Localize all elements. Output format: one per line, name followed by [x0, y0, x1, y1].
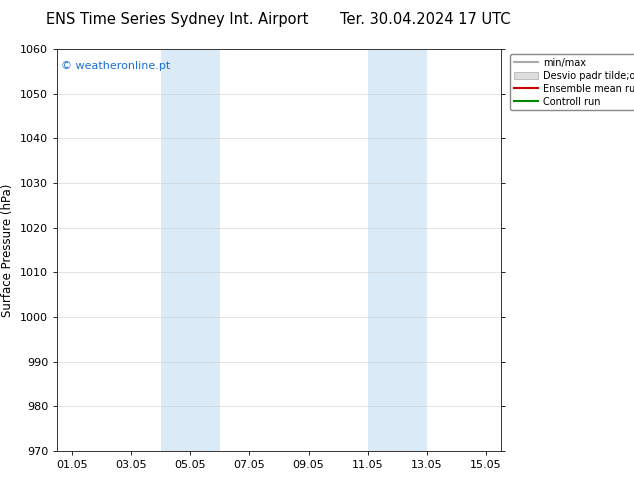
Text: Ter. 30.04.2024 17 UTC: Ter. 30.04.2024 17 UTC — [340, 12, 510, 27]
Text: © weatheronline.pt: © weatheronline.pt — [61, 61, 171, 71]
Text: ENS Time Series Sydney Int. Airport: ENS Time Series Sydney Int. Airport — [46, 12, 309, 27]
Bar — [368, 49, 427, 451]
Legend: min/max, Desvio padr tilde;o, Ensemble mean run, Controll run: min/max, Desvio padr tilde;o, Ensemble m… — [510, 54, 634, 110]
Bar — [160, 49, 220, 451]
Y-axis label: Surface Pressure (hPa): Surface Pressure (hPa) — [1, 183, 15, 317]
